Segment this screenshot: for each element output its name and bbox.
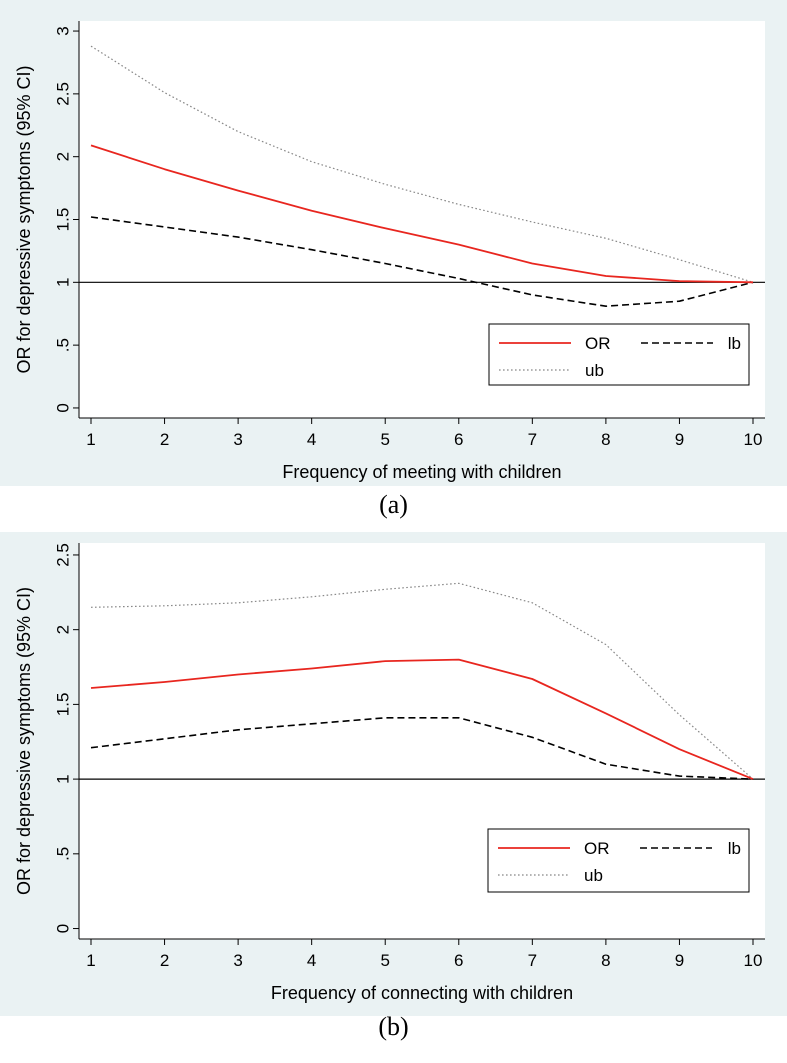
panel-b-caption: (b)	[378, 1012, 409, 1041]
legend-box	[488, 323, 750, 386]
series-line-ub	[90, 45, 754, 283]
x-tick-label: 4	[307, 951, 316, 970]
x-tick-label: 3	[233, 951, 242, 970]
x-tick-label: 3	[233, 430, 242, 449]
series-line-or	[90, 658, 754, 780]
chart-panel-a: 0 .5 1 1.5 2 2.5 3 1 2 3 4 5 6 7 8 9 10 OR for depressive…	[0, 0, 787, 486]
legend-box	[487, 828, 750, 893]
x-tick-label: 2	[160, 951, 169, 970]
x-tick-label: 1	[86, 430, 95, 449]
x-tick-label: 5	[380, 951, 389, 970]
series-line-or	[90, 144, 754, 284]
x-tick-label: 4	[307, 430, 316, 449]
chart-panel-b: 0 .5 1 1.5 2 2.5 1 2 3 4 5 6 7 8 9 10 OR for depressive …	[0, 532, 787, 1016]
series-line-ub	[90, 582, 754, 780]
x-tick-label: 6	[454, 430, 463, 449]
x-tick-label: 7	[528, 951, 537, 970]
y-tick-label: 2	[53, 152, 72, 161]
x-tick-label: 9	[675, 951, 684, 970]
x-tick-label: 5	[380, 430, 389, 449]
legend-label: lb	[728, 839, 741, 858]
legend-label: OR	[584, 839, 610, 858]
x-tick-label: 10	[744, 430, 763, 449]
y-tick-label: .5	[53, 847, 72, 861]
legend-label: OR	[585, 334, 611, 353]
x-tick-label: 6	[454, 951, 463, 970]
series-line-lb	[90, 717, 754, 780]
y-axis-title: OR for depressive symptoms (95% CI)	[14, 65, 34, 373]
chart-b-svg: 0 .5 1 1.5 2 2.5 1 2 3 4 5 6 7 8 9 10 OR for depressive …	[0, 532, 787, 1016]
legend-label: ub	[584, 866, 603, 885]
y-axis-title: OR for depressive symptoms (95% CI)	[14, 587, 34, 895]
x-tick-label: 1	[86, 951, 95, 970]
y-tick-label: 3	[53, 26, 72, 35]
legend-label: ub	[585, 361, 604, 380]
y-tick-label: 2.5	[53, 543, 72, 567]
y-tick-label: 2	[53, 625, 72, 634]
x-tick-label: 8	[601, 430, 610, 449]
x-tick-label: 10	[744, 951, 763, 970]
y-tick-label: 2.5	[53, 82, 72, 106]
y-tick-label: 1	[53, 774, 72, 783]
series-line-lb	[90, 216, 754, 308]
panel-a-caption: (a)	[379, 490, 408, 519]
y-tick-label: 1.5	[53, 693, 72, 717]
x-axis-title: Frequency of connecting with children	[271, 983, 573, 1003]
x-tick-label: 2	[160, 430, 169, 449]
x-axis-title: Frequency of meeting with children	[282, 462, 561, 482]
x-tick-label: 9	[675, 430, 684, 449]
chart-a-svg: 0 .5 1 1.5 2 2.5 3 1 2 3 4 5 6 7 8 9 10 OR for depressive…	[0, 0, 787, 486]
y-tick-label: 1.5	[53, 208, 72, 232]
x-tick-label: 7	[528, 430, 537, 449]
y-tick-label: 1	[53, 278, 72, 287]
legend-label: lb	[728, 334, 741, 353]
y-tick-label: 0	[53, 924, 72, 933]
x-tick-label: 8	[601, 951, 610, 970]
y-tick-label: 0	[53, 403, 72, 412]
y-tick-label: .5	[53, 338, 72, 352]
